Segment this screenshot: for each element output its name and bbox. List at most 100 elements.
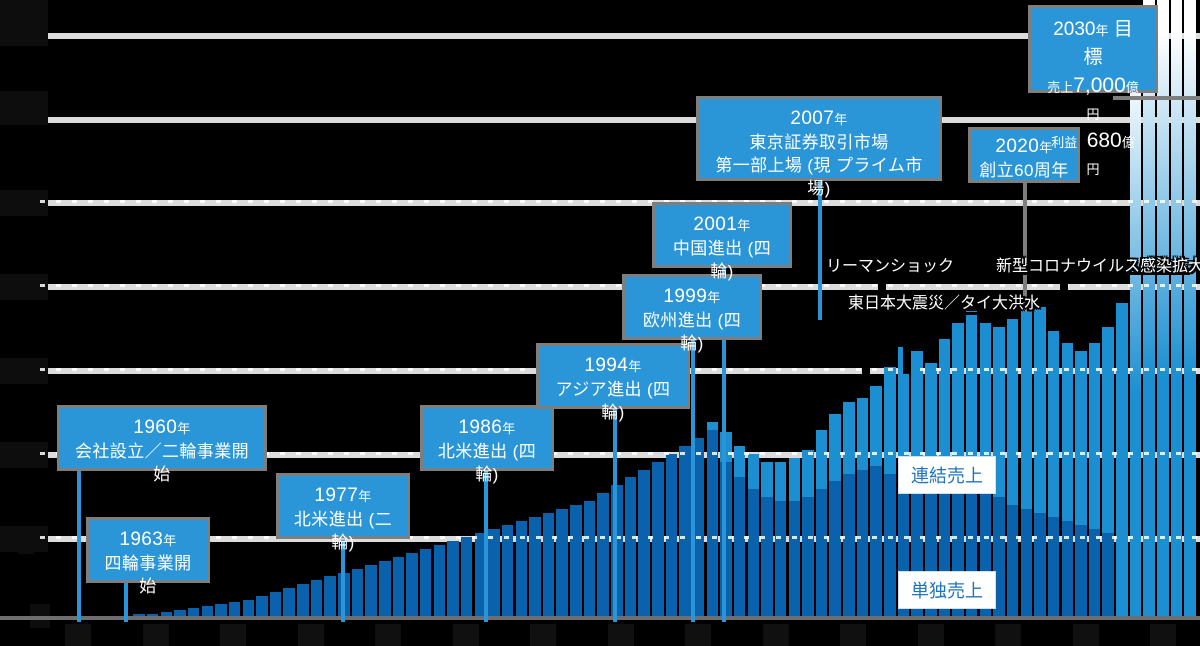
dotted-gridline-6 — [40, 452, 1200, 455]
bar-standalone — [269, 592, 282, 620]
bar-standalone — [815, 489, 828, 620]
x-axis-label-redacted — [530, 624, 556, 646]
callout-1977[interactable]: 1977年 北米進出 (二輪) — [276, 473, 410, 552]
bar-standalone — [843, 473, 855, 620]
bar-standalone — [952, 473, 964, 620]
x-axis-label-redacted — [840, 624, 866, 646]
event-label-covid: 新型コロナウイルス感染拡大 — [996, 258, 1200, 275]
x-axis-label-redacted — [453, 624, 479, 646]
bar-standalone — [829, 481, 841, 620]
event-rule-covid — [994, 272, 1190, 275]
callout-1999[interactable]: 1999年 欧州進出 (四輪) — [622, 274, 762, 353]
event-rule-quake — [846, 312, 1018, 315]
bar-consolidated — [1061, 342, 1073, 620]
bar-standalone — [351, 568, 364, 620]
x-axis-label-redacted — [1150, 624, 1176, 646]
callout-2020-year: 2020年 — [995, 136, 1053, 157]
bar-standalone — [870, 465, 882, 620]
bar-standalone — [324, 576, 336, 620]
y-axis-label-redacted — [7, 105, 23, 123]
bar-standalone — [1061, 521, 1073, 620]
bar-standalone — [174, 610, 186, 620]
x-axis-label-redacted — [608, 624, 634, 646]
callout-2020[interactable]: 2020年 創立60周年 — [968, 127, 1080, 183]
callout-1994-year: 1994年 — [584, 355, 642, 376]
bar-standalone — [979, 489, 992, 620]
bar-standalone — [856, 469, 869, 620]
dotted-gridline-7 — [40, 536, 1200, 539]
y-axis-label-redacted — [0, 0, 48, 46]
leader-line-1977 — [341, 525, 345, 622]
bar-standalone — [406, 552, 418, 620]
bar-consolidated — [1006, 319, 1019, 620]
leader-line-2001 — [722, 265, 726, 622]
event-stem-covid — [1060, 268, 1068, 314]
bar-standalone — [215, 604, 227, 620]
legend-standalone: 単独売上 — [898, 571, 996, 609]
bar-standalone — [365, 564, 377, 620]
bar-consolidated — [1034, 307, 1046, 620]
bar-standalone — [692, 437, 705, 620]
bar-standalone — [747, 489, 759, 620]
y-axis-label-redacted — [0, 442, 48, 468]
callout-1963[interactable]: 1963年 四輪事業開始 — [86, 517, 210, 596]
bar-consolidated — [1102, 327, 1114, 620]
bar-standalone — [297, 584, 309, 620]
bar-standalone — [542, 513, 555, 620]
callout-2007[interactable]: 2007年 東京証券取引市場 第一部上場 (現 プライム市場) — [696, 96, 942, 198]
x-axis-label-redacted — [298, 624, 324, 646]
gridline-6 — [40, 452, 1200, 458]
bar-standalone — [624, 477, 637, 620]
bar-standalone — [1047, 517, 1060, 620]
callout-1994-text: アジア進出 (四輪) — [555, 379, 671, 422]
bar-projection — [1157, 0, 1169, 620]
bar-projection — [1129, 26, 1142, 620]
bar-standalone — [570, 505, 582, 620]
bar-projection — [1143, 0, 1155, 620]
y-axis-label-redacted — [0, 274, 48, 300]
bar-standalone — [419, 548, 432, 620]
target-2030-box[interactable]: 2030年 目標 売上7,000億円 利益 680億円 — [1028, 5, 1158, 177]
callout-1986[interactable]: 1986年 北米進出 (四輪) — [420, 405, 554, 484]
bar-standalone — [938, 481, 951, 620]
leader-line-1999 — [691, 330, 695, 622]
leader-line-2020 — [1023, 182, 1027, 312]
y-axis-label-redacted — [0, 358, 48, 384]
bar-standalone — [379, 560, 391, 620]
bar-standalone — [788, 501, 800, 620]
bar-standalone — [187, 608, 200, 620]
bar-standalone — [447, 540, 459, 620]
bar-standalone — [515, 521, 527, 620]
callout-1994[interactable]: 1994年 アジア進出 (四輪) — [536, 343, 690, 422]
callout-2007-text-2: 第一部上場 (現 プライム市場) — [715, 155, 923, 198]
gridline-3 — [40, 200, 1200, 206]
callout-1960-text: 会社設立／二輪事業開始 — [75, 441, 249, 484]
bar-standalone — [897, 481, 910, 620]
callout-1986-text: 北米進出 (四輪) — [437, 441, 537, 484]
callout-2001-year: 2001年 — [693, 214, 751, 235]
y-axis-label-redacted — [18, 538, 34, 554]
bar-standalone — [1006, 505, 1019, 620]
bar-standalone — [556, 509, 568, 620]
bar-standalone — [965, 477, 978, 620]
bar-standalone — [392, 556, 405, 620]
bar-standalone — [774, 501, 787, 620]
callout-1999-year: 1999年 — [663, 286, 721, 307]
legend-consolidated: 連結売上 — [898, 456, 996, 494]
gridline-2 — [40, 117, 1200, 123]
x-axis-label-redacted — [763, 624, 789, 646]
x-axis-label-redacted — [1073, 624, 1099, 646]
bar-standalone — [283, 588, 295, 620]
bar-standalone — [802, 497, 814, 620]
callout-1960[interactable]: 1960年 会社設立／二輪事業開始 — [57, 405, 267, 484]
x-axis-baseline — [0, 616, 1200, 620]
callout-1963-text: 四輪事業開始 — [104, 553, 192, 596]
callout-1960-year: 1960年 — [133, 417, 191, 438]
callout-2020-text: 創立60周年 — [979, 160, 1069, 180]
callout-2001[interactable]: 2001年 中国進出 (四輪) — [652, 202, 792, 281]
callout-1977-text: 北米進出 (二輪) — [293, 509, 393, 552]
bar-standalone — [256, 596, 268, 620]
bar-standalone — [201, 606, 213, 620]
callout-2001-text: 中国進出 (四輪) — [672, 238, 772, 281]
